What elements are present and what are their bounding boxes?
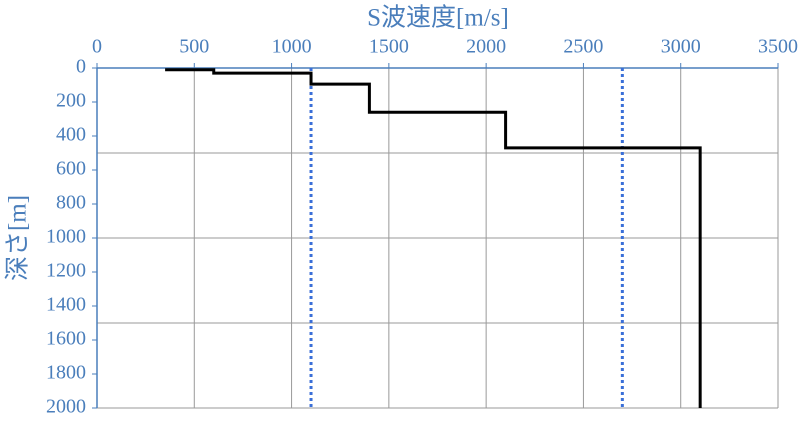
x-tick-label: 3500 (758, 36, 798, 58)
y-tick-label: 1200 (46, 260, 86, 282)
x-tick-label: 3000 (661, 36, 701, 58)
y-tick-label: 800 (56, 192, 86, 214)
x-axis-label: S波速度[m/s] (367, 4, 509, 32)
y-tick-label: 600 (56, 158, 86, 180)
x-tick-label: 500 (179, 36, 209, 58)
x-tick-label: 2500 (563, 36, 603, 58)
y-tick-label: 200 (56, 90, 86, 112)
velocity-line (165, 68, 702, 408)
y-tick-label: 400 (56, 124, 86, 146)
x-tick-label: 2000 (466, 36, 506, 58)
y-tick-label: 1400 (46, 294, 86, 316)
y-tick-label: 0 (76, 56, 86, 78)
y-tick-label: 1800 (46, 362, 86, 384)
y-tick-label: 1000 (46, 226, 86, 248)
x-tick-label: 1000 (272, 36, 312, 58)
y-tick-label: 1600 (46, 328, 86, 350)
x-tick-label: 0 (92, 36, 102, 58)
y-tick-label: 2000 (46, 396, 86, 418)
y-axis-label: 深さ[m] (4, 195, 32, 281)
x-tick-label: 1500 (369, 36, 409, 58)
